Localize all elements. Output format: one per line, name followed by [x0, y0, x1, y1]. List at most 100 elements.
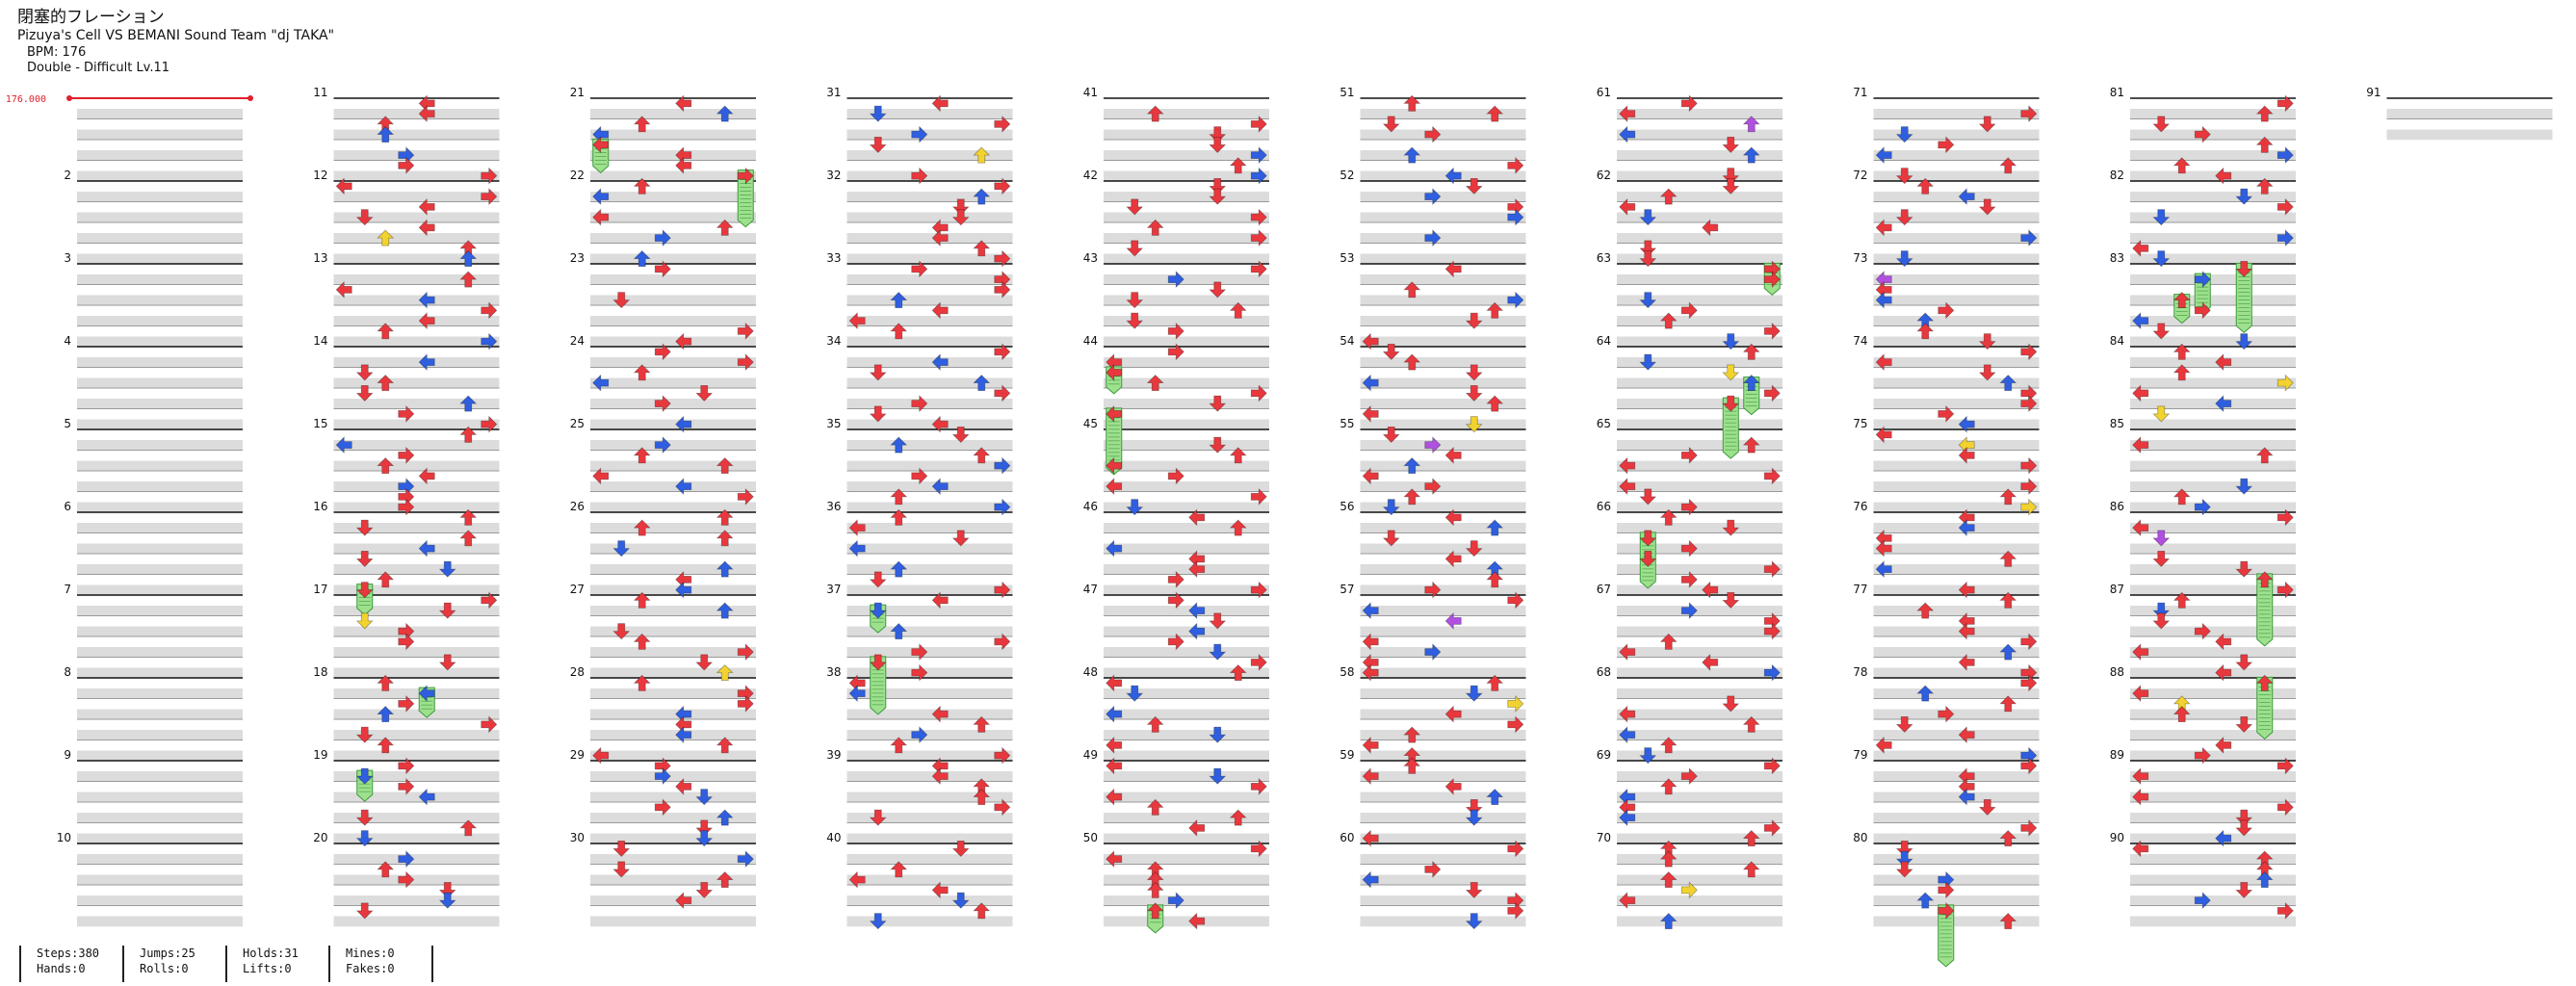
right-arrow-icon — [2020, 478, 2038, 496]
measure-band — [2130, 377, 2296, 389]
right-arrow-icon — [2194, 892, 2211, 910]
up-arrow-icon — [1742, 715, 1760, 733]
down-arrow-icon — [1722, 333, 1740, 350]
left-arrow-icon — [2215, 663, 2232, 682]
up-arrow-icon — [377, 571, 395, 588]
up-arrow-icon — [1403, 726, 1421, 743]
right-arrow-icon — [994, 384, 1011, 402]
down-arrow-icon — [1209, 136, 1227, 153]
measure-band — [77, 399, 243, 409]
measure-band — [1360, 440, 1526, 451]
measure-number: 9 — [64, 748, 71, 762]
down-arrow-icon — [1465, 809, 1483, 826]
measure-band — [1873, 564, 2040, 575]
measure-band — [77, 295, 243, 306]
measure-band — [1360, 460, 1526, 472]
measure-band — [846, 791, 1013, 803]
measure-band — [333, 791, 500, 803]
right-arrow-icon — [1507, 156, 1524, 174]
right-arrow-icon — [2020, 633, 2038, 651]
measure-number: 58 — [1340, 665, 1354, 679]
right-arrow-icon — [1763, 622, 1781, 640]
left-arrow-icon — [1619, 726, 1636, 744]
up-arrow-icon — [973, 188, 991, 205]
measure-band — [77, 233, 243, 244]
stat-rolls: Rolls:0 — [140, 962, 189, 975]
left-arrow-icon — [675, 94, 692, 113]
right-arrow-icon — [398, 757, 415, 775]
measure-band — [846, 481, 1013, 492]
measure-band — [1873, 523, 2040, 533]
measure-band — [1617, 109, 1782, 119]
left-arrow-icon — [1444, 446, 1462, 464]
left-arrow-icon — [2132, 767, 2149, 786]
measure-number: 22 — [570, 169, 585, 182]
right-arrow-icon — [994, 177, 1011, 195]
measure-band — [1617, 212, 1782, 223]
measure-number: 37 — [826, 583, 841, 596]
measure-band — [77, 791, 243, 803]
measure-band — [590, 791, 756, 803]
measure-band — [77, 874, 243, 886]
left-arrow-icon — [1362, 767, 1379, 786]
measure-band — [1873, 730, 2040, 740]
measure-band — [846, 399, 1013, 409]
measure-band — [1617, 502, 1782, 513]
measure-number: 28 — [570, 665, 585, 679]
up-arrow-icon — [459, 395, 478, 412]
right-arrow-icon — [398, 694, 415, 713]
right-arrow-icon — [2194, 301, 2211, 320]
up-arrow-icon — [1742, 343, 1760, 360]
right-arrow-icon — [1250, 384, 1267, 402]
measure-band — [2130, 688, 2296, 699]
down-arrow-icon — [1722, 177, 1740, 195]
measure-band — [333, 316, 500, 326]
right-arrow-icon — [481, 301, 498, 320]
left-arrow-icon — [1106, 757, 1123, 775]
up-arrow-icon — [1229, 157, 1247, 174]
measure-number: 75 — [1853, 417, 1867, 430]
up-arrow-icon — [2255, 674, 2274, 691]
measure-number: 11 — [313, 86, 327, 99]
measure-band — [846, 606, 1013, 616]
down-arrow-icon — [355, 364, 374, 381]
measure-number: 34 — [826, 334, 841, 348]
measure-band — [2130, 916, 2296, 927]
measure-band — [1360, 377, 1526, 389]
left-arrow-icon — [1106, 456, 1123, 475]
measure-number: 23 — [570, 251, 585, 265]
measure-band — [333, 916, 500, 927]
right-arrow-icon — [2020, 395, 2038, 413]
measure-band — [1360, 916, 1526, 927]
measure-band — [1873, 771, 2040, 782]
down-arrow-icon — [1465, 312, 1483, 329]
measure-band — [1873, 460, 2040, 472]
measure-band — [2130, 481, 2296, 492]
measure-band — [1104, 564, 1269, 575]
left-arrow-icon — [1875, 353, 1892, 372]
down-arrow-icon — [869, 571, 887, 588]
right-arrow-icon — [1507, 901, 1524, 920]
left-arrow-icon — [1444, 508, 1462, 527]
right-arrow-icon — [1167, 343, 1184, 361]
measure-number: 8 — [64, 665, 71, 679]
up-arrow-icon — [1659, 633, 1678, 650]
measure-band — [2130, 895, 2296, 906]
measure-band — [1360, 771, 1526, 782]
right-arrow-icon — [737, 322, 754, 340]
right-arrow-icon — [1507, 208, 1524, 226]
down-arrow-icon — [2152, 550, 2171, 567]
measure-band — [1360, 606, 1526, 616]
left-arrow-icon — [1619, 478, 1636, 496]
left-arrow-icon — [1362, 829, 1379, 847]
measure-band — [1873, 274, 2040, 285]
up-arrow-icon — [1486, 571, 1504, 588]
measure-band — [590, 336, 756, 348]
down-arrow-icon — [1382, 343, 1400, 360]
measure-number: 84 — [2110, 334, 2124, 348]
measure-band — [1873, 874, 2040, 886]
measure-band — [590, 109, 756, 119]
up-arrow-icon — [1146, 798, 1164, 816]
down-arrow-icon — [1209, 726, 1227, 743]
